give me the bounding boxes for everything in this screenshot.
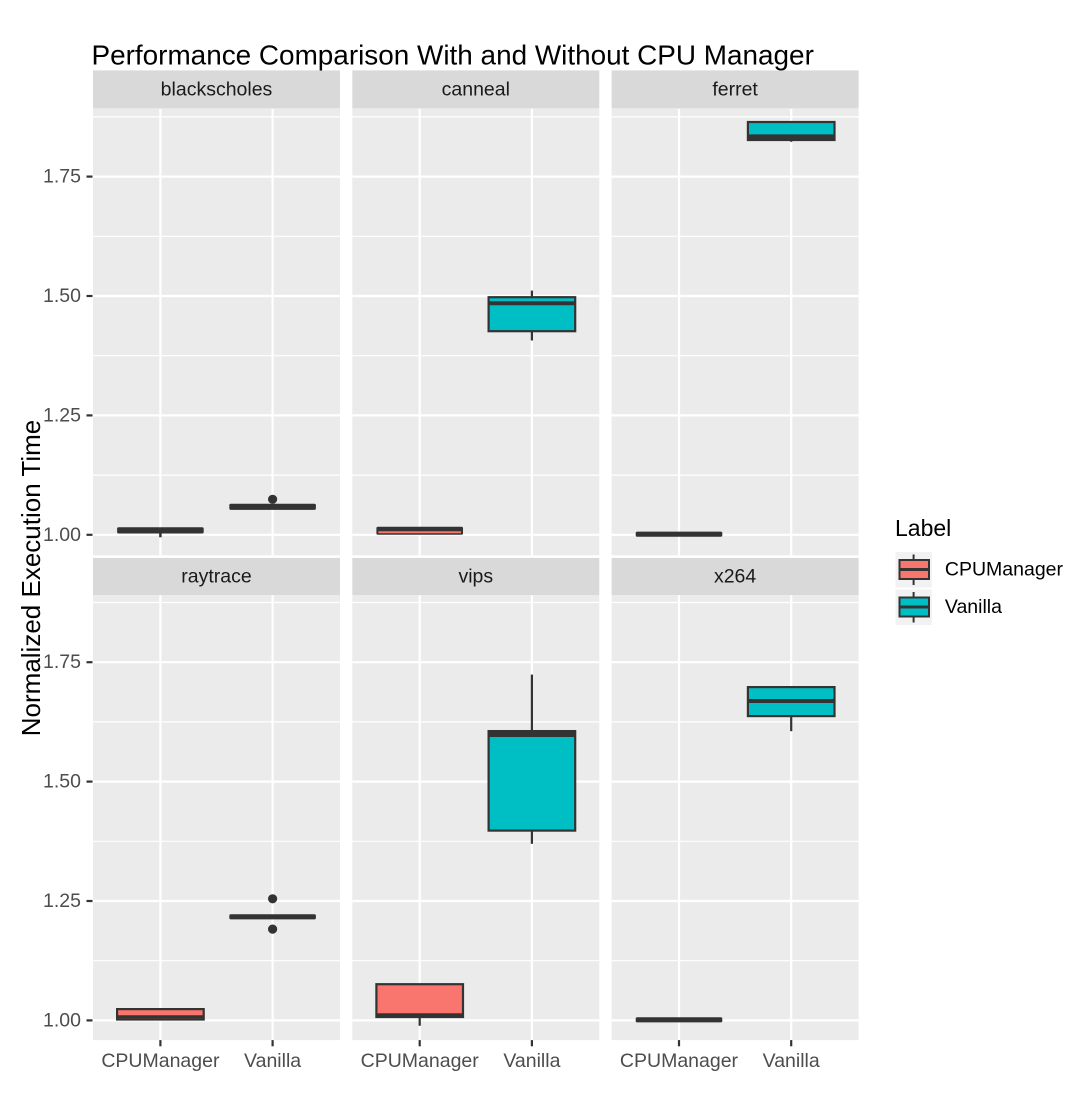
svg-text:1.50: 1.50	[43, 771, 81, 793]
svg-text:Vanilla: Vanilla	[503, 1050, 560, 1072]
svg-text:ferret: ferret	[712, 79, 758, 101]
svg-text:raytrace: raytrace	[181, 566, 251, 588]
svg-text:Label: Label	[895, 515, 951, 541]
svg-text:Vanilla: Vanilla	[244, 1050, 301, 1072]
svg-text:Normalized Execution Time: Normalized Execution Time	[16, 420, 46, 736]
svg-text:1.75: 1.75	[43, 166, 81, 188]
svg-text:Vanilla: Vanilla	[945, 596, 1002, 618]
svg-text:1.75: 1.75	[43, 651, 81, 673]
svg-text:1.25: 1.25	[43, 404, 81, 426]
svg-text:CPUManager: CPUManager	[945, 559, 1064, 581]
svg-text:CPUManager: CPUManager	[620, 1050, 739, 1072]
svg-text:1.25: 1.25	[43, 890, 81, 912]
svg-text:1.50: 1.50	[43, 285, 81, 307]
svg-text:Vanilla: Vanilla	[763, 1050, 820, 1072]
svg-text:canneal: canneal	[442, 79, 510, 101]
svg-text:CPUManager: CPUManager	[101, 1050, 220, 1072]
svg-text:vips: vips	[458, 566, 493, 588]
svg-text:1.00: 1.00	[43, 524, 81, 546]
svg-text:1.00: 1.00	[43, 1009, 81, 1031]
svg-text:CPUManager: CPUManager	[361, 1050, 480, 1072]
svg-text:blackscholes: blackscholes	[161, 79, 273, 101]
svg-text:Performance Comparison With an: Performance Comparison With and Without …	[92, 39, 814, 70]
svg-text:x264: x264	[714, 566, 756, 588]
